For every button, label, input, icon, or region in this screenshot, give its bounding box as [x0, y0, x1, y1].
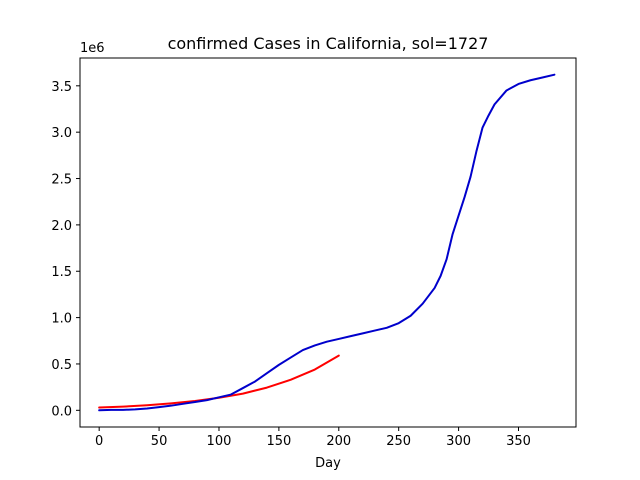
x-axis: 0 50 100 150 200 250 300 350 — [95, 427, 531, 449]
y-tick-label: 2.5 — [51, 173, 72, 188]
x-axis-label: Day — [315, 456, 341, 471]
x-tick-label: 250 — [386, 434, 411, 449]
x-tick-label: 100 — [207, 434, 232, 449]
x-tick-label: 0 — [95, 434, 103, 449]
y-tick-label: 0.5 — [51, 358, 72, 373]
x-tick-label: 300 — [446, 434, 471, 449]
x-tick-label: 200 — [326, 434, 351, 449]
series-line-1 — [98, 73, 556, 412]
x-tick-label: 50 — [151, 434, 168, 449]
y-tick-label: 2.0 — [51, 219, 72, 234]
y-tick-label: 1.5 — [51, 265, 72, 280]
series-layer — [98, 73, 556, 412]
y-tick-label: 3.0 — [51, 126, 72, 141]
y-axis: 0.0 0.5 1.0 1.5 2.0 2.5 3.0 3.5 — [51, 80, 80, 419]
y-tick-label: 0.0 — [51, 404, 72, 419]
y-offset-text: 1e6 — [80, 41, 105, 56]
y-tick-label: 1.0 — [51, 312, 72, 327]
plot-frame — [79, 57, 577, 428]
y-tick-label: 3.5 — [51, 80, 72, 95]
x-tick-label: 350 — [506, 434, 531, 449]
x-tick-label: 150 — [266, 434, 291, 449]
chart-title: confirmed Cases in California, sol=1727 — [168, 34, 489, 53]
